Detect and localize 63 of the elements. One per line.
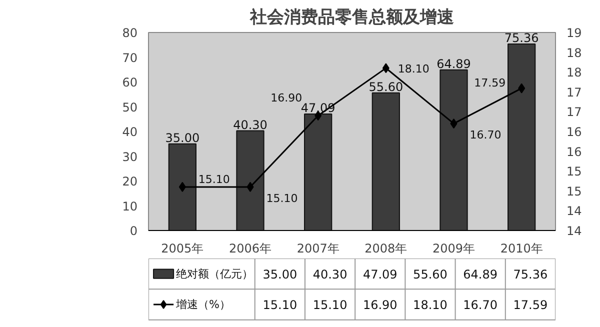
y-tick-label: 30 [122, 150, 138, 164]
data-label: 16.70 [470, 128, 502, 142]
data-label: 16.90 [270, 92, 302, 105]
y2-tick-label: 14 [566, 204, 582, 218]
legend-label: 增速（%） [175, 298, 231, 311]
bar [236, 130, 264, 230]
chart-title: 社会消费品零售总额及增速 [249, 8, 454, 28]
bar [168, 143, 196, 230]
text: 16.90 [362, 298, 398, 312]
data-label: 15.10 [198, 172, 230, 186]
text: 16.70 [463, 298, 498, 312]
x-tick-label: 2005年 [161, 242, 204, 256]
point [246, 182, 254, 192]
y-tick-label: 20 [122, 174, 138, 188]
point [450, 118, 458, 129]
bar [508, 43, 536, 230]
x-tick-label: 2008年 [364, 242, 408, 256]
y2-tick-label: 16 [566, 125, 582, 139]
y-tick-label: 60 [122, 76, 138, 90]
data-label: 18.10 [398, 62, 430, 76]
point [178, 182, 186, 192]
text: 18.10 [413, 298, 448, 312]
text: 47.09 [362, 267, 398, 282]
y-tick-label: 10 [122, 199, 138, 214]
y2-tick-label: 17 [566, 105, 582, 120]
y2-tick-label: 18 [566, 46, 582, 60]
text: 64.89 [463, 267, 498, 282]
x-tick-label: 2007年 [296, 242, 340, 256]
data-label: 64.89 [436, 56, 471, 71]
y-tick-label: 70 [122, 50, 138, 65]
bar [304, 113, 332, 230]
text: 55.60 [413, 267, 448, 282]
y2-tick-label: 15 [566, 164, 582, 179]
x-tick-label: 2006年 [228, 242, 272, 256]
x-tick-label: 2009年 [432, 242, 476, 256]
bar [440, 69, 468, 230]
y2-tick-label: 15 [566, 184, 582, 198]
data-label: 40.30 [233, 118, 268, 132]
y2-tick-label: 19 [566, 26, 582, 40]
y2-tick-label: 17 [566, 85, 582, 100]
y-tick-label: 80 [122, 26, 138, 40]
x-tick-label: 2010年 [500, 242, 543, 256]
text: 40.30 [312, 267, 348, 282]
point [382, 63, 390, 74]
point [518, 83, 526, 94]
text: 35.00 [262, 267, 298, 282]
y2-tick-label: 14 [566, 224, 582, 238]
text: 15.10 [312, 298, 348, 312]
legend-label: 绝对额（亿元） [176, 267, 254, 280]
y-tick-label: 40 [122, 125, 138, 139]
text: 75.36 [513, 267, 548, 282]
data-label: 17.59 [474, 76, 506, 90]
data-label: 55.60 [368, 80, 404, 94]
bar [372, 92, 400, 230]
data-label: 35.00 [165, 130, 200, 145]
data-label: 75.36 [504, 30, 539, 45]
text: 17.59 [513, 298, 548, 312]
y-tick-label: 0 [130, 224, 138, 238]
text: 15.10 [262, 298, 298, 312]
y-tick-label: 50 [122, 100, 138, 114]
y2-tick-label: 18 [566, 66, 582, 80]
y2-tick-label: 16 [566, 144, 582, 159]
data-label: 15.10 [266, 192, 298, 205]
